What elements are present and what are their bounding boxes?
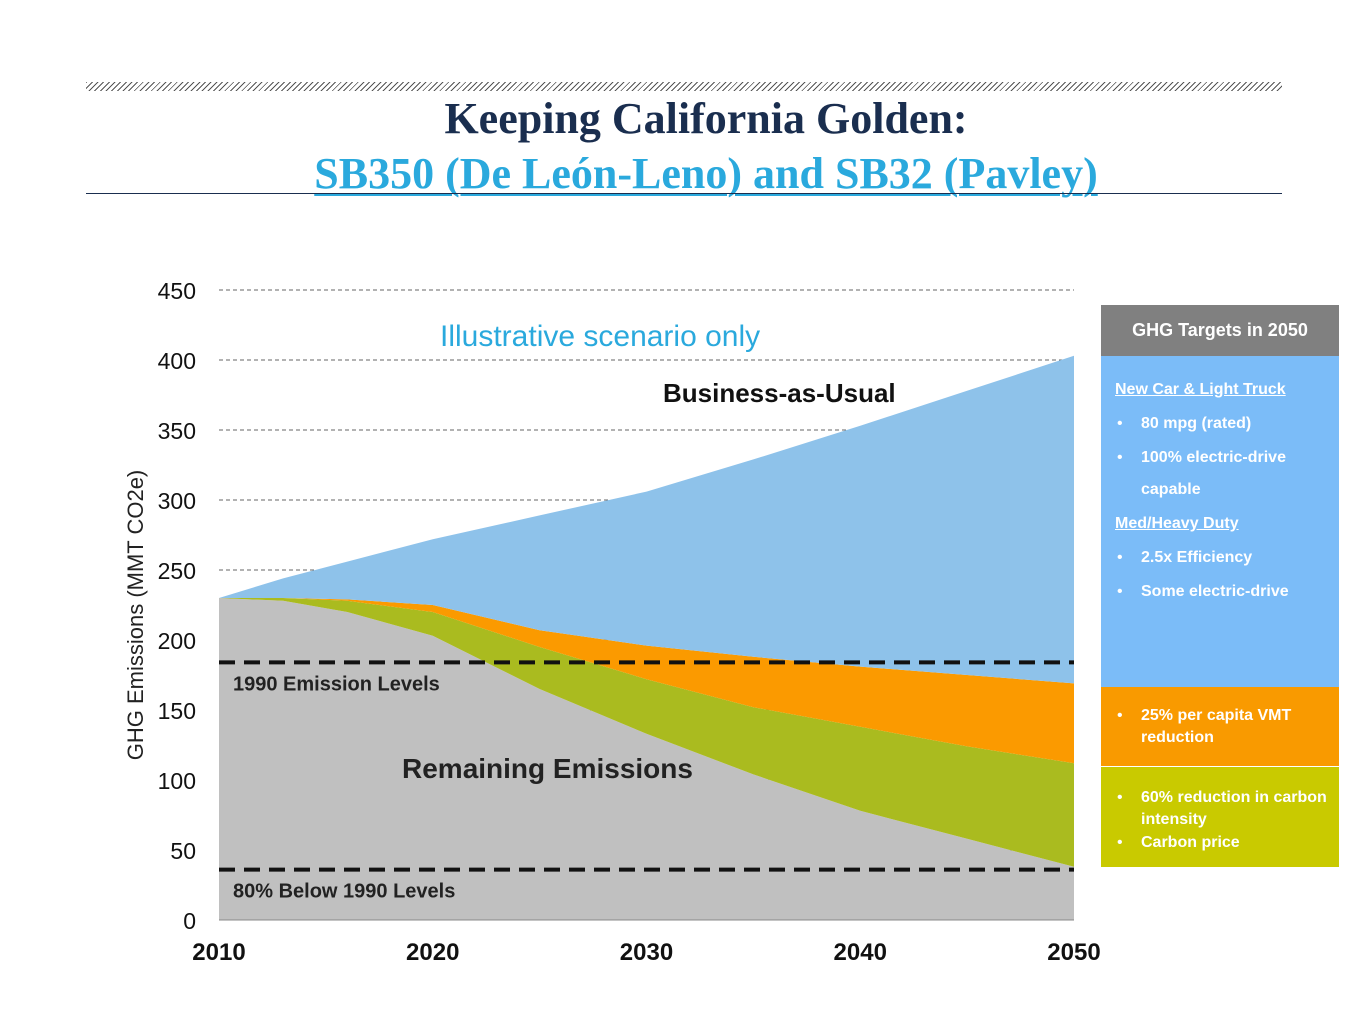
bullet-text: 60% reduction in carbon intensity: [1141, 789, 1327, 828]
x-tick-label: 2040: [834, 939, 887, 966]
bullet-text: 25% per capita VMT reduction: [1141, 707, 1292, 746]
reference-lines: 1990 Emission Levels 80% Below 1990 Level…: [219, 660, 1074, 903]
targets-panel-header: GHG Targets in 2050: [1101, 305, 1339, 356]
targets-panel-carbon: 60% reduction in carbon intensity Carbon…: [1101, 767, 1339, 867]
bullet-carbon-intensity: 60% reduction in carbon intensity: [1115, 787, 1327, 831]
ref-line-1990-levels-label: 1990 Emission Levels: [233, 673, 440, 695]
remaining-emissions-label: Remaining Emissions: [402, 753, 693, 784]
area-carbon-intensity: [219, 598, 1074, 867]
y-tick-label: 450: [158, 278, 196, 304]
y-tick-labels: 0 50 100 150 200 250 300 350 400 450: [158, 278, 196, 934]
bullet-80-mpg: 80 mpg (rated): [1115, 412, 1327, 436]
y-tick-label: 300: [158, 488, 196, 514]
header-rule: [86, 193, 1282, 194]
x-tick-labels: 2010 2020 2030 2040 2050: [192, 939, 1100, 966]
targets-panel-title: GHG Targets in 2050: [1132, 320, 1308, 340]
y-tick-label: 400: [158, 348, 196, 374]
area-remaining-emissions: [219, 598, 1074, 920]
x-tick-label: 2020: [406, 939, 459, 966]
section-car-light-truck: New Car & Light Truck: [1115, 381, 1286, 398]
x-tick-label: 2030: [620, 939, 673, 966]
y-tick-label: 100: [158, 768, 196, 794]
y-tick-label: 0: [183, 908, 196, 934]
bullet-text: Carbon price: [1141, 834, 1240, 851]
bullet-carbon-price: Carbon price: [1115, 832, 1327, 854]
y-axis-label: GHG Emissions (MMT CO2e): [123, 470, 148, 761]
ref-line-80-below-1990-label: 80% Below 1990 Levels: [233, 881, 455, 903]
bau-label: Business-as-Usual: [663, 378, 896, 408]
y-tick-label: 200: [158, 628, 196, 654]
y-tick-label: 350: [158, 418, 196, 444]
x-tick-label: 2050: [1047, 939, 1100, 966]
page-title: Keeping California Golden:: [444, 94, 968, 143]
bullet-text: 2.5x Efficiency: [1141, 549, 1253, 566]
bullet-vmt-reduction: 25% per capita VMT reduction: [1115, 705, 1327, 749]
bullet-text: 100% electric-drive: [1141, 449, 1286, 466]
y-tick-label: 150: [158, 698, 196, 724]
y-tick-label: 50: [170, 838, 196, 864]
x-tick-label: 2010: [192, 939, 245, 966]
bullet-text: 80 mpg (rated): [1141, 415, 1252, 432]
area-business-as-usual: [219, 355, 1074, 684]
bullet-electric-drive-capable: 100% electric-drive: [1115, 446, 1327, 470]
header-hatch-decoration: [86, 82, 1282, 91]
area-series: [219, 355, 1074, 921]
area-vmt-reduction: [219, 598, 1074, 764]
bullet-efficiency: 2.5x Efficiency: [1115, 546, 1327, 570]
targets-panel-vmt: 25% per capita VMT reduction: [1101, 687, 1339, 766]
bullet-continuation: capable: [1141, 481, 1201, 498]
bullet-text: Some electric-drive: [1141, 583, 1289, 600]
targets-panel-vehicles: New Car & Light Truck 80 mpg (rated) 100…: [1101, 356, 1339, 687]
bullet-some-electric-drive: Some electric-drive: [1115, 580, 1327, 604]
section-med-heavy-duty: Med/Heavy Duty: [1115, 515, 1239, 532]
y-tick-label: 250: [158, 558, 196, 584]
page-subtitle-link[interactable]: SB350 (De León-Leno) and SB32 (Pavley): [314, 149, 1098, 198]
scenario-note: Illustrative scenario only: [440, 320, 760, 353]
